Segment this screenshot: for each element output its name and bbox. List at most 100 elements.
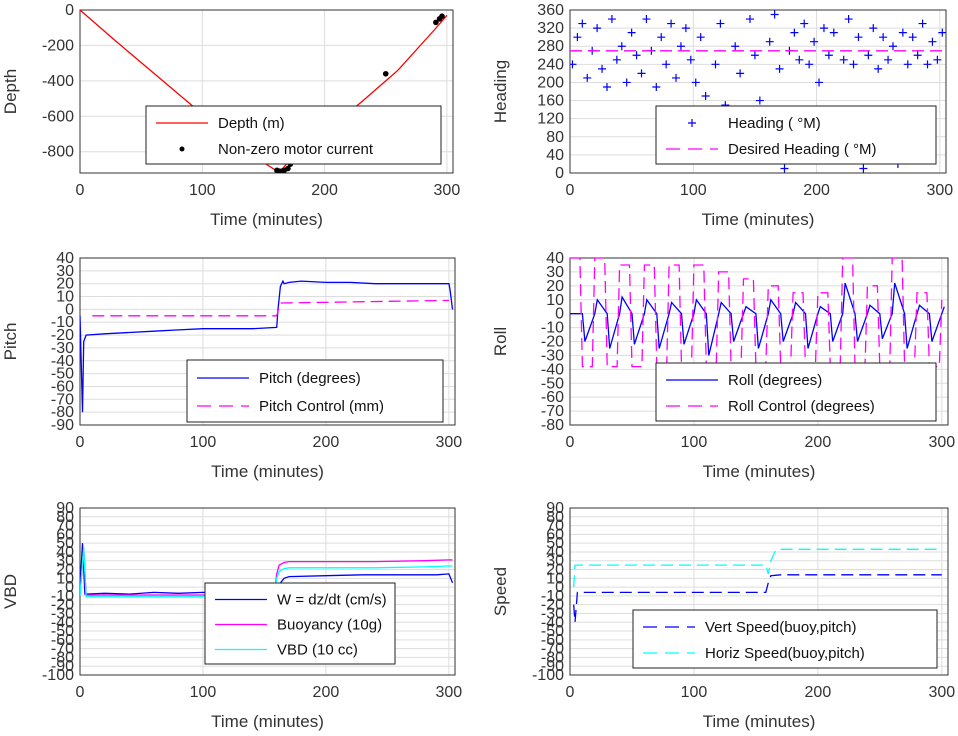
data-point: [612, 55, 621, 64]
y-tick-label: -70: [51, 391, 74, 408]
y-tick-label: -200: [42, 37, 74, 54]
series-line: [573, 574, 942, 623]
y-tick-label: -80: [51, 649, 74, 666]
y-tick-label: 80: [56, 509, 74, 526]
y-tick-label: 0: [65, 2, 74, 19]
data-point: [869, 24, 878, 33]
series-line: [570, 258, 943, 368]
y-tick-label: -600: [42, 108, 74, 125]
legend-label: Depth (m): [218, 115, 285, 132]
y-axis-label: VBD: [1, 574, 20, 609]
data-point: [805, 60, 814, 69]
legend-label: Desired Heading ( °M): [728, 141, 877, 158]
y-tick-label: 40: [546, 250, 564, 267]
y-tick-label: -400: [42, 73, 74, 90]
x-tick-label: 300: [436, 434, 463, 451]
series-group: [80, 279, 454, 413]
y-tick-label: 80: [546, 129, 564, 146]
y-tick-label: -90: [541, 658, 564, 675]
data-point: [815, 78, 824, 87]
data-point: [770, 10, 779, 19]
x-tick-label: 0: [566, 684, 575, 701]
y-tick-label: 120: [537, 111, 564, 128]
y-tick-label: -60: [51, 378, 74, 395]
axes-frame: [79, 9, 454, 174]
axes-frame: [79, 257, 456, 426]
chart-vbd: 9080706050403020100-10-20-30-40-50-60-70…: [1, 500, 462, 731]
y-axis-label: Pitch: [1, 323, 20, 361]
y-tick-label: 40: [546, 544, 564, 561]
y-axis-label: Heading: [491, 60, 510, 123]
y-tick-label: -20: [51, 597, 74, 614]
data-point: [859, 164, 868, 173]
x-tick-label: 300: [434, 182, 461, 199]
x-axis-label: Time (minutes): [702, 210, 815, 229]
x-axis-label: Time (minutes): [210, 210, 323, 229]
legend-box: [204, 582, 396, 665]
y-tick-label: -60: [541, 389, 564, 406]
y-tick-label: -800: [42, 144, 74, 161]
y-tick-label: -50: [51, 366, 74, 383]
y-tick-label: -80: [541, 649, 564, 666]
y-tick-label: -10: [51, 314, 74, 331]
data-point: [622, 78, 631, 87]
y-tick-label: 90: [56, 500, 74, 517]
series-line: [92, 299, 449, 317]
y-tick-label: -30: [51, 605, 74, 622]
data-point: [765, 37, 774, 46]
y-axis-label: Speed: [491, 567, 510, 616]
data-point: [696, 33, 705, 42]
y-tick-label: 240: [537, 56, 564, 73]
y-tick-label: -10: [51, 588, 74, 605]
y-tick-label: -60: [541, 632, 564, 649]
legend-box: [186, 359, 444, 423]
y-tick-label: 70: [56, 518, 74, 535]
y-tick-label: 50: [56, 535, 74, 552]
y-tick-label: 20: [56, 276, 74, 293]
y-axis-label: Depth: [1, 69, 20, 114]
y-tick-label: 0: [65, 579, 74, 596]
y-tick-label: -70: [541, 403, 564, 420]
data-point: [750, 51, 759, 60]
data-point: [829, 28, 838, 37]
x-axis-label: Time (minutes): [703, 712, 816, 731]
y-tick-label: 0: [555, 165, 564, 182]
data-point: [672, 73, 681, 82]
chart-depth: 0 -200 -400 -600 -800 0 100 200 300 Time (minutes…: [1, 2, 460, 229]
legend: Depth (m) Non-zero motor current: [145, 105, 442, 165]
data-point: [593, 24, 602, 33]
y-tick-label: -70: [541, 641, 564, 658]
legend-box: [655, 362, 937, 422]
y-tick-label: 20: [546, 278, 564, 295]
y-tick-label: -50: [541, 623, 564, 640]
y-tick-label: 70: [546, 518, 564, 535]
data-point: [686, 55, 695, 64]
legend-swatch: [179, 146, 185, 152]
data-point: [824, 51, 833, 60]
y-tick-label: 10: [56, 289, 74, 306]
data-point: [657, 33, 666, 42]
y-tick-label: -40: [51, 353, 74, 370]
data-point: [928, 37, 937, 46]
data-point: [627, 28, 636, 37]
data-point: [918, 19, 927, 28]
x-axis-label: Time (minutes): [211, 712, 324, 731]
x-tick-label: 200: [313, 434, 340, 451]
data-point: [691, 78, 700, 87]
data-point: [583, 73, 592, 82]
data-point: [854, 33, 863, 42]
data-point: [923, 60, 932, 69]
y-tick-label: -50: [541, 375, 564, 392]
y-tick-label: -90: [51, 417, 74, 434]
data-point: [602, 82, 611, 91]
y-tick-label: -20: [541, 334, 564, 351]
series-group: [570, 258, 945, 368]
legend-label: Roll (degrees): [728, 372, 822, 389]
legend-label: Pitch (degrees): [259, 370, 361, 387]
y-tick-label: -90: [51, 658, 74, 675]
x-tick-label: 100: [681, 684, 708, 701]
data-point: [819, 24, 828, 33]
y-tick-label: 60: [56, 526, 74, 543]
x-tick-label: 300: [926, 182, 953, 199]
data-point: [439, 13, 445, 20]
